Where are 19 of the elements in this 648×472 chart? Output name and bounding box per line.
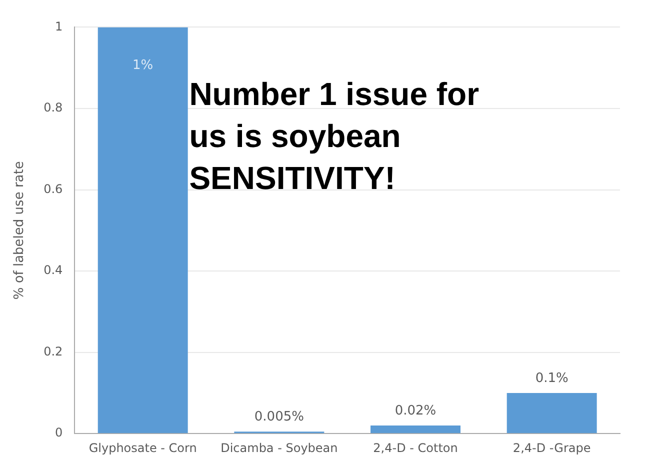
y-tick-label: 0 — [55, 426, 63, 440]
y-tick-label: 0.6 — [44, 182, 63, 196]
y-axis-title: % of labeled use rate — [12, 161, 28, 300]
bar — [98, 27, 188, 434]
y-tick-label: 1 — [55, 19, 63, 34]
y-tick-label: 0.4 — [44, 263, 63, 278]
x-tick-label: 2,4-D -Grape — [512, 440, 591, 455]
data-label: 0.1% — [535, 370, 568, 386]
annotation: Number 1 issue for us is soybean SENSITIVITY! — [189, 76, 480, 196]
data-label: 0.02% — [394, 403, 436, 418]
x-tick-label: Glyphosate - Corn — [88, 440, 197, 455]
bar — [506, 392, 597, 434]
x-tick-label: 2,4-D - Cotton — [373, 440, 458, 455]
bar — [370, 425, 460, 434]
y-tick-label: 0.2 — [44, 344, 63, 358]
y-tick-label: 0.8 — [44, 100, 63, 115]
data-label: 0.005% — [254, 409, 304, 424]
x-tick-label: Dicamba - Soybean — [220, 440, 338, 455]
data-label: 1% — [132, 58, 154, 74]
